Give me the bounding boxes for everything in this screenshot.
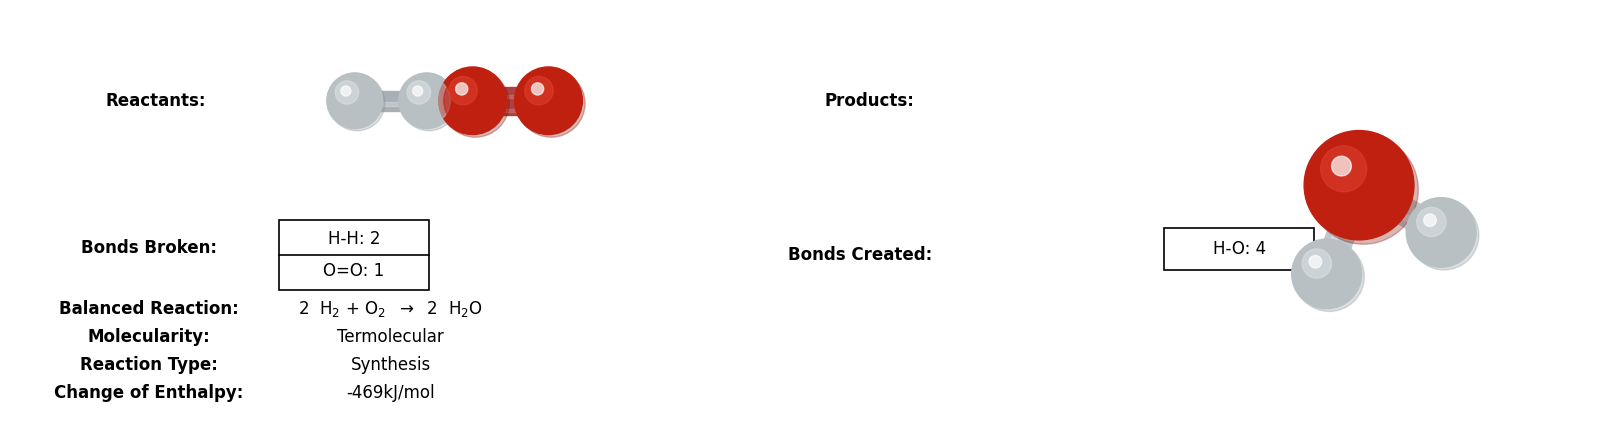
Circle shape bbox=[1294, 242, 1364, 311]
Circle shape bbox=[444, 72, 502, 129]
Circle shape bbox=[520, 72, 578, 129]
Circle shape bbox=[1406, 198, 1477, 267]
Circle shape bbox=[1312, 139, 1406, 232]
Polygon shape bbox=[492, 101, 528, 115]
Circle shape bbox=[1302, 249, 1332, 278]
Circle shape bbox=[336, 81, 358, 104]
Text: Balanced Reaction:: Balanced Reaction: bbox=[60, 300, 239, 318]
Text: Products:: Products: bbox=[825, 92, 915, 110]
Polygon shape bbox=[1314, 181, 1372, 279]
Circle shape bbox=[1320, 146, 1367, 192]
Text: Reaction Type:: Reaction Type: bbox=[81, 356, 218, 374]
Text: H-H: 2: H-H: 2 bbox=[328, 230, 379, 248]
Polygon shape bbox=[1356, 187, 1440, 239]
Circle shape bbox=[439, 67, 507, 135]
Circle shape bbox=[1332, 156, 1351, 176]
Circle shape bbox=[515, 67, 583, 135]
Text: Bonds Created:: Bonds Created: bbox=[788, 246, 931, 264]
Text: Reactants:: Reactants: bbox=[107, 92, 207, 110]
Circle shape bbox=[1412, 203, 1470, 262]
Circle shape bbox=[1424, 214, 1436, 226]
Circle shape bbox=[341, 86, 350, 96]
Circle shape bbox=[400, 75, 457, 131]
Circle shape bbox=[404, 77, 450, 124]
Circle shape bbox=[441, 70, 510, 137]
Circle shape bbox=[1309, 255, 1322, 268]
Polygon shape bbox=[492, 87, 528, 101]
Polygon shape bbox=[492, 95, 528, 98]
Polygon shape bbox=[371, 102, 410, 106]
Circle shape bbox=[516, 70, 586, 137]
Polygon shape bbox=[1319, 183, 1357, 273]
Circle shape bbox=[1417, 208, 1446, 237]
Circle shape bbox=[1298, 244, 1356, 303]
Circle shape bbox=[329, 75, 386, 131]
Circle shape bbox=[1291, 239, 1362, 309]
Circle shape bbox=[449, 76, 478, 105]
Circle shape bbox=[455, 83, 468, 95]
Text: -469kJ/mol: -469kJ/mol bbox=[347, 384, 436, 402]
Circle shape bbox=[399, 73, 455, 129]
Polygon shape bbox=[1353, 173, 1448, 245]
Text: Synthesis: Synthesis bbox=[350, 356, 431, 374]
Polygon shape bbox=[492, 109, 528, 112]
Text: H-O: 4: H-O: 4 bbox=[1212, 240, 1265, 258]
Text: 2  H$_2$ + O$_2$  $\rightarrow$  2  H$_2$O: 2 H$_2$ + O$_2$ $\rightarrow$ 2 H$_2$O bbox=[299, 300, 483, 320]
Text: Termolecular: Termolecular bbox=[337, 328, 444, 346]
Circle shape bbox=[326, 73, 383, 129]
Circle shape bbox=[331, 77, 379, 124]
Circle shape bbox=[413, 86, 423, 96]
Circle shape bbox=[525, 76, 554, 105]
Text: Change of Enthalpy:: Change of Enthalpy: bbox=[55, 384, 244, 402]
Circle shape bbox=[1309, 135, 1419, 244]
Text: Bonds Broken:: Bonds Broken: bbox=[81, 239, 218, 257]
Polygon shape bbox=[371, 91, 410, 111]
Text: Molecularity:: Molecularity: bbox=[87, 328, 210, 346]
Circle shape bbox=[1409, 201, 1478, 270]
Circle shape bbox=[1304, 130, 1414, 240]
Circle shape bbox=[407, 81, 431, 104]
Circle shape bbox=[531, 83, 544, 95]
Text: O=O: 1: O=O: 1 bbox=[323, 262, 384, 280]
